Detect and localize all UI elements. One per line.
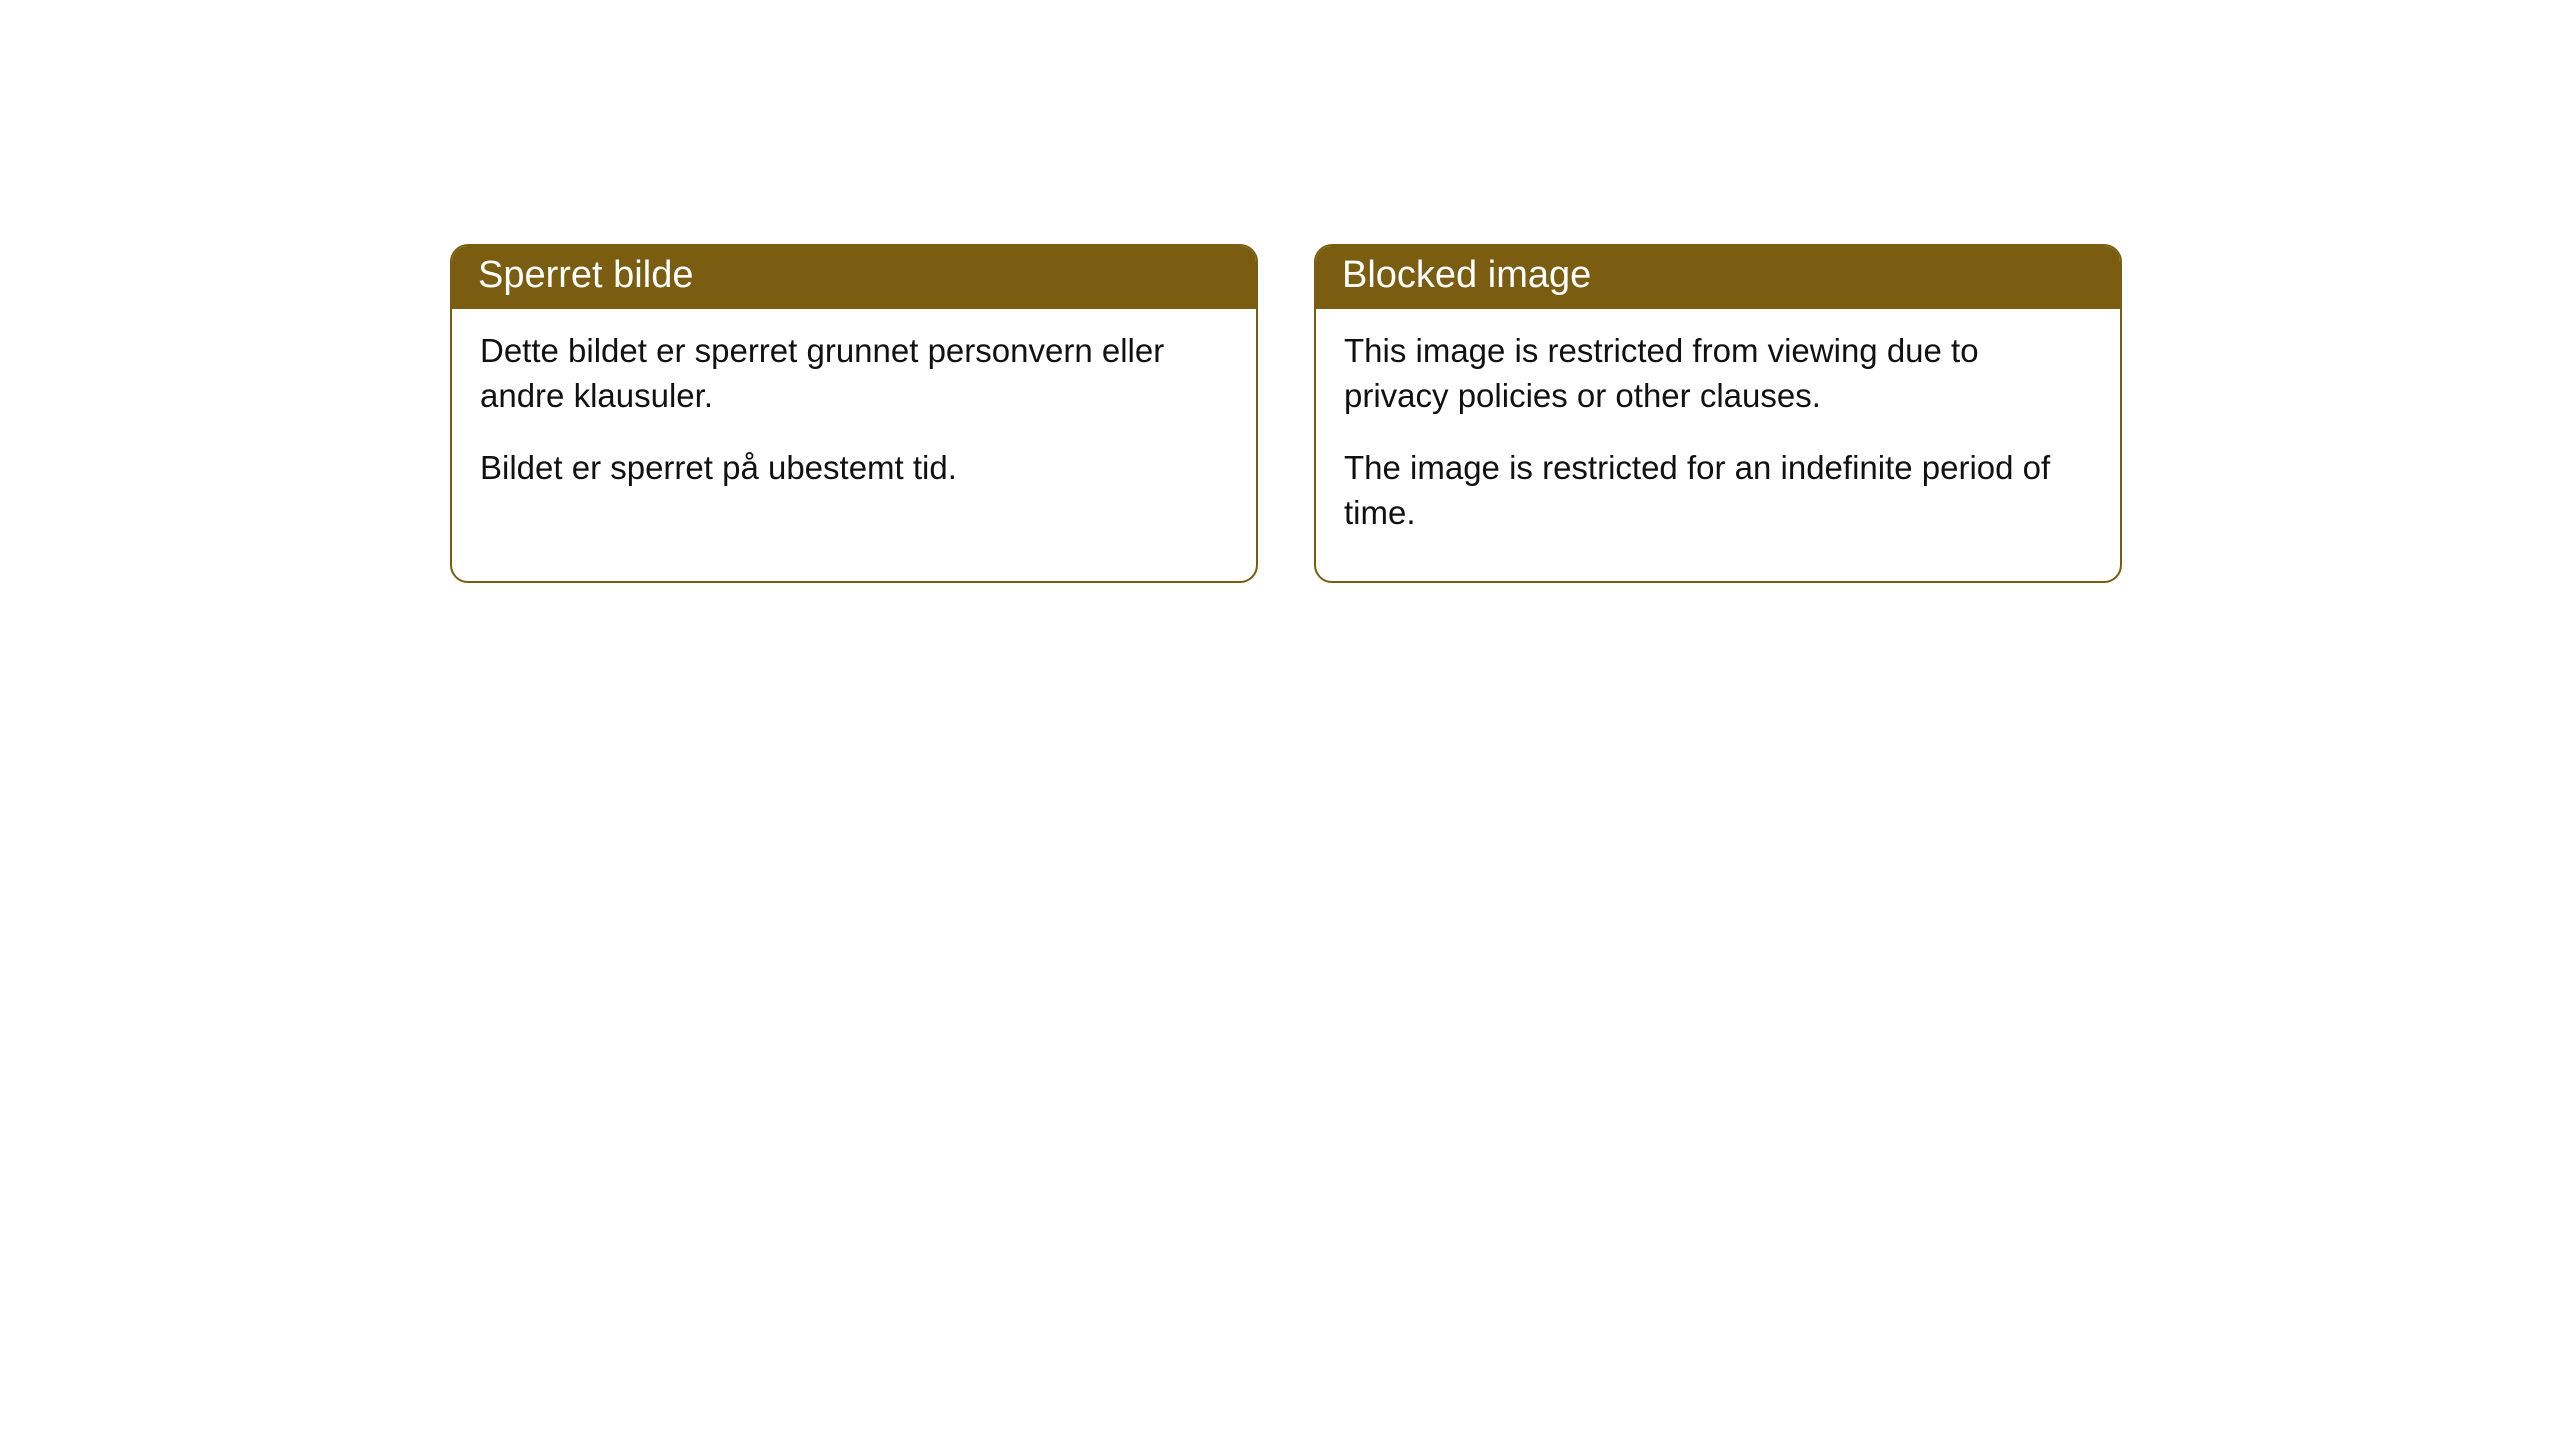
cards-container: Sperret bilde Dette bildet er sperret gr… [0, 0, 2560, 583]
card-header: Sperret bilde [452, 246, 1256, 309]
card-paragraph: Dette bildet er sperret grunnet personve… [480, 329, 1228, 418]
card-paragraph: Bildet er sperret på ubestemt tid. [480, 446, 1228, 491]
card-body: This image is restricted from viewing du… [1316, 309, 2120, 581]
card-english: Blocked image This image is restricted f… [1314, 244, 2122, 583]
card-paragraph: This image is restricted from viewing du… [1344, 329, 2092, 418]
card-body: Dette bildet er sperret grunnet personve… [452, 309, 1256, 537]
card-norwegian: Sperret bilde Dette bildet er sperret gr… [450, 244, 1258, 583]
card-header: Blocked image [1316, 246, 2120, 309]
card-paragraph: The image is restricted for an indefinit… [1344, 446, 2092, 535]
